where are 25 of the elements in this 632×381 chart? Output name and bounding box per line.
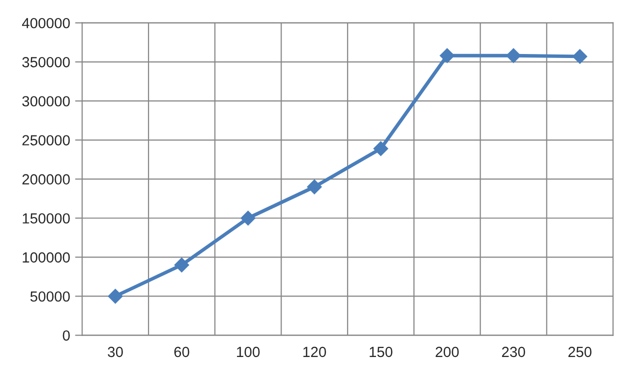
x-tick-label: 150 (370, 346, 392, 358)
point (440, 48, 455, 64)
point (307, 179, 322, 194)
point (373, 141, 388, 156)
point (240, 210, 256, 226)
point (506, 48, 521, 64)
point (108, 288, 123, 304)
x-tick-label: 230 (502, 346, 526, 358)
point (174, 258, 190, 272)
y-tick-label: 0 (62, 330, 70, 341)
point (572, 49, 588, 64)
x-tick-label: 200 (436, 346, 459, 358)
y-tick-label: 50000 (30, 291, 70, 302)
y-tick-label: 250000 (22, 135, 70, 146)
x-tick-label: 30 (108, 346, 123, 358)
x-tick-label: 100 (237, 346, 260, 358)
y-tick-label: 400000 (22, 18, 70, 28)
y-tick-label: 200000 (22, 174, 70, 184)
x-tick-label: 120 (303, 346, 326, 358)
x-tick-label: 60 (174, 346, 190, 358)
y-tick-label: 150000 (22, 213, 70, 224)
y-tick-label: 300000 (22, 96, 70, 106)
x-tick-label: 250 (568, 346, 592, 358)
y-tick-label: 100000 (22, 252, 70, 263)
y-tick-label: 350000 (22, 57, 70, 68)
